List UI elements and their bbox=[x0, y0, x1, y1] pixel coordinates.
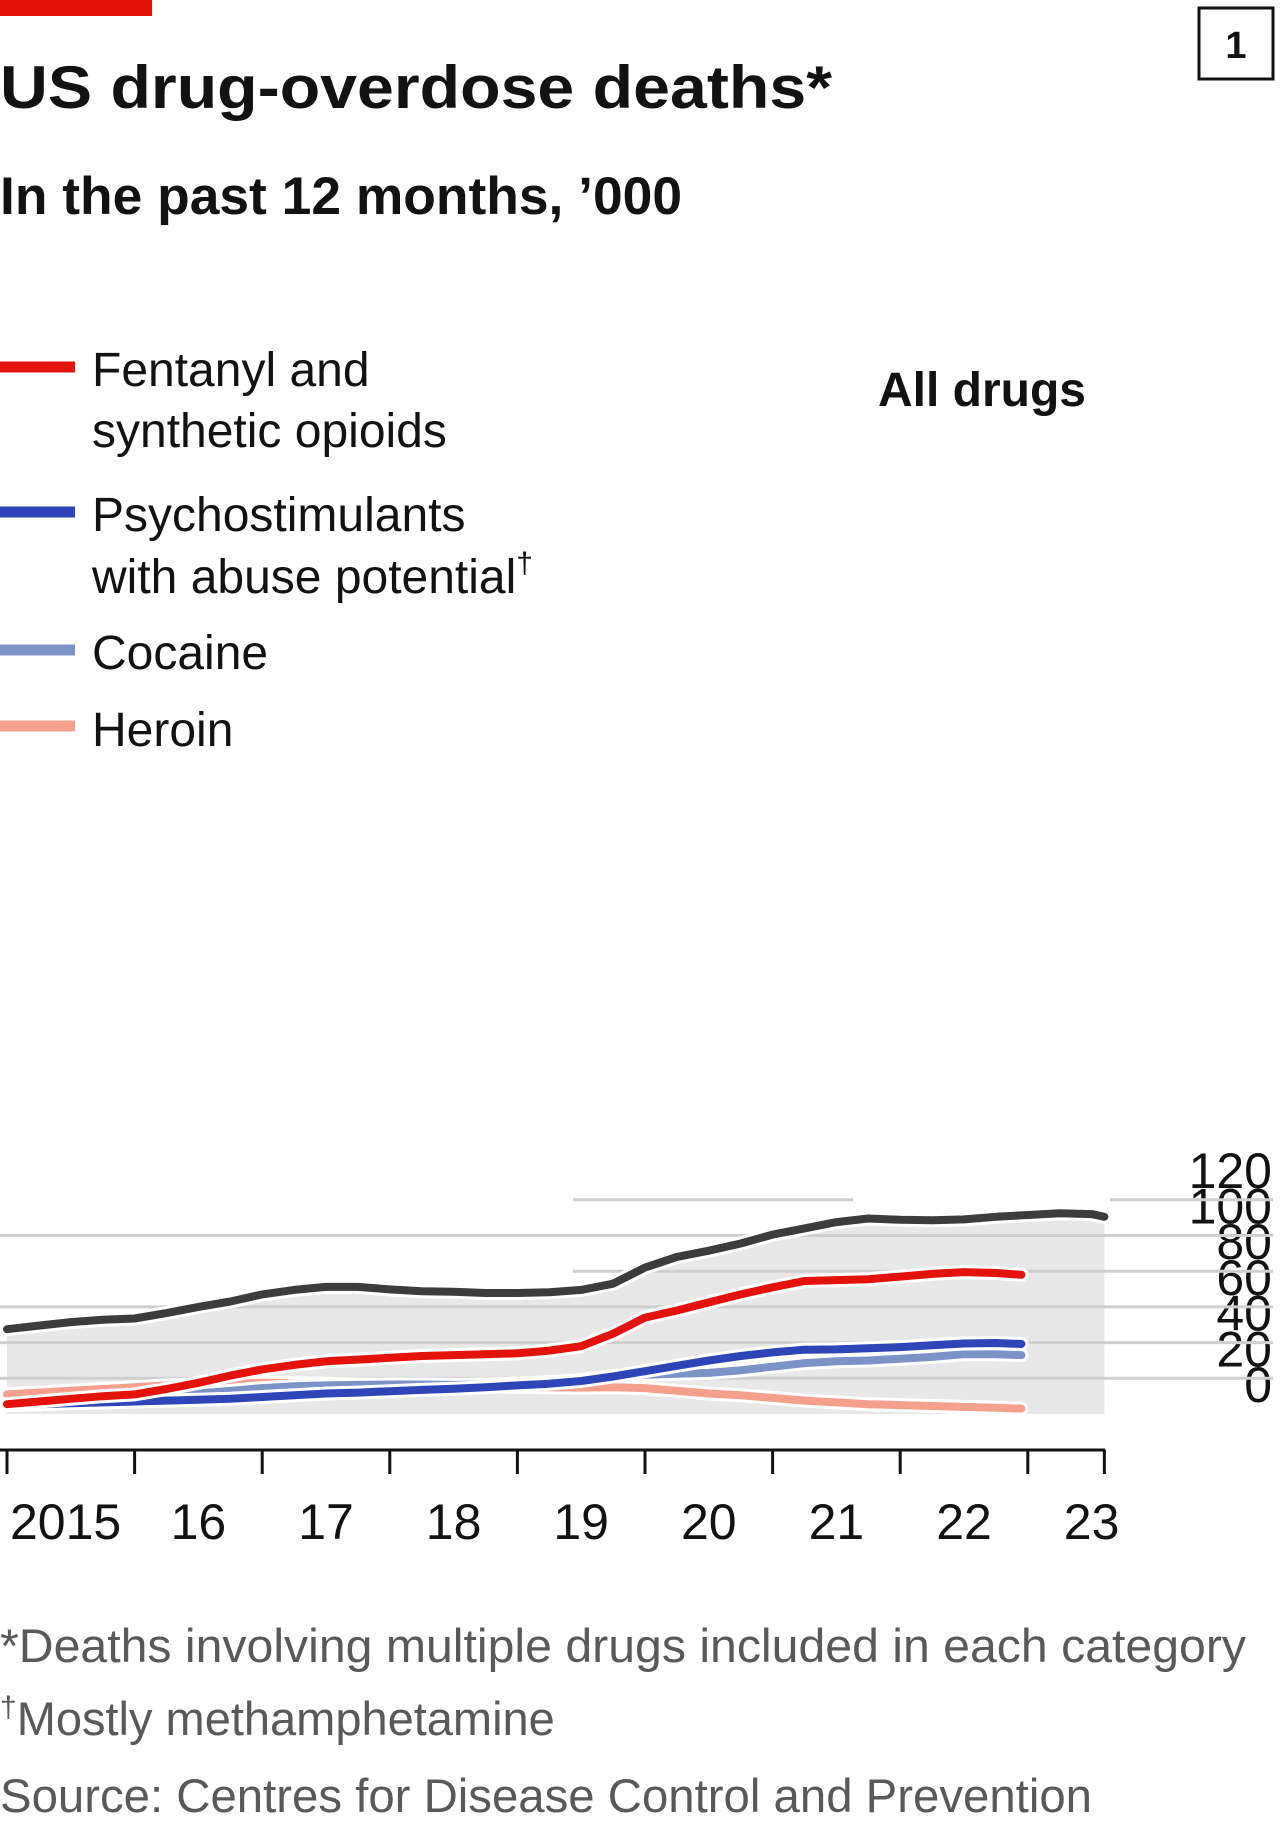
legend-label-cocaine: Cocaine bbox=[92, 627, 268, 680]
legend-label-heroin: Heroin bbox=[92, 704, 233, 757]
legend-label-fentanyl-2: synthetic opioids bbox=[92, 405, 447, 458]
series-line-psychostimulants bbox=[3, 1339, 1026, 1410]
chart-title: US drug-overdose deaths* bbox=[0, 54, 833, 121]
y-tick-label: 120 bbox=[1189, 1143, 1272, 1199]
footnote-methamphetamine: †Mostly methamphetamine bbox=[0, 1691, 555, 1745]
x-tick-label: 16 bbox=[171, 1494, 227, 1550]
series-line-fentanyl bbox=[3, 1268, 1026, 1409]
brand-bar bbox=[0, 0, 152, 16]
legend-label-psychostimulants: Psychostimulants bbox=[92, 489, 465, 542]
x-tick-label: 23 bbox=[1064, 1494, 1120, 1550]
badge-label: 1 bbox=[1225, 25, 1246, 67]
x-tick-label: 18 bbox=[426, 1494, 482, 1550]
footnote-multiple-drugs: *Deaths involving multiple drugs include… bbox=[0, 1619, 1247, 1672]
y-tick-label: 80 bbox=[1216, 1214, 1272, 1270]
footnote-dagger: † bbox=[0, 1691, 17, 1724]
badge: 1 bbox=[1197, 6, 1275, 81]
y-tick-label: 0 bbox=[1244, 1357, 1272, 1413]
legend: Fentanyl and synthetic opioids Psychosti… bbox=[0, 344, 533, 757]
footnotes: *Deaths involving multiple drugs include… bbox=[0, 1619, 1247, 1822]
x-tick-label: 17 bbox=[298, 1494, 354, 1550]
all-drugs-annotation: All drugs bbox=[878, 364, 1086, 417]
x-tick-label: 19 bbox=[553, 1494, 609, 1550]
y-tick-label: 40 bbox=[1216, 1286, 1272, 1342]
source-note: Source: Centres for Disease Control and … bbox=[0, 1769, 1092, 1822]
x-tick-label: 2015 bbox=[10, 1494, 121, 1550]
legend-label-psychostimulants-2: with abuse potential† bbox=[91, 547, 533, 604]
y-tick-label: 100 bbox=[1189, 1179, 1272, 1235]
x-tick-label: 22 bbox=[936, 1494, 992, 1550]
chart-subtitle: In the past 12 months, ’000 bbox=[0, 167, 682, 226]
y-tick-label: 20 bbox=[1216, 1321, 1272, 1377]
series-line-all bbox=[3, 1209, 1109, 1334]
legend-label-fentanyl: Fentanyl and bbox=[92, 344, 370, 397]
x-tick-label: 21 bbox=[809, 1494, 865, 1550]
y-tick-label: 60 bbox=[1216, 1250, 1272, 1306]
x-tick-label: 20 bbox=[681, 1494, 737, 1550]
dagger-mark: † bbox=[516, 547, 533, 580]
